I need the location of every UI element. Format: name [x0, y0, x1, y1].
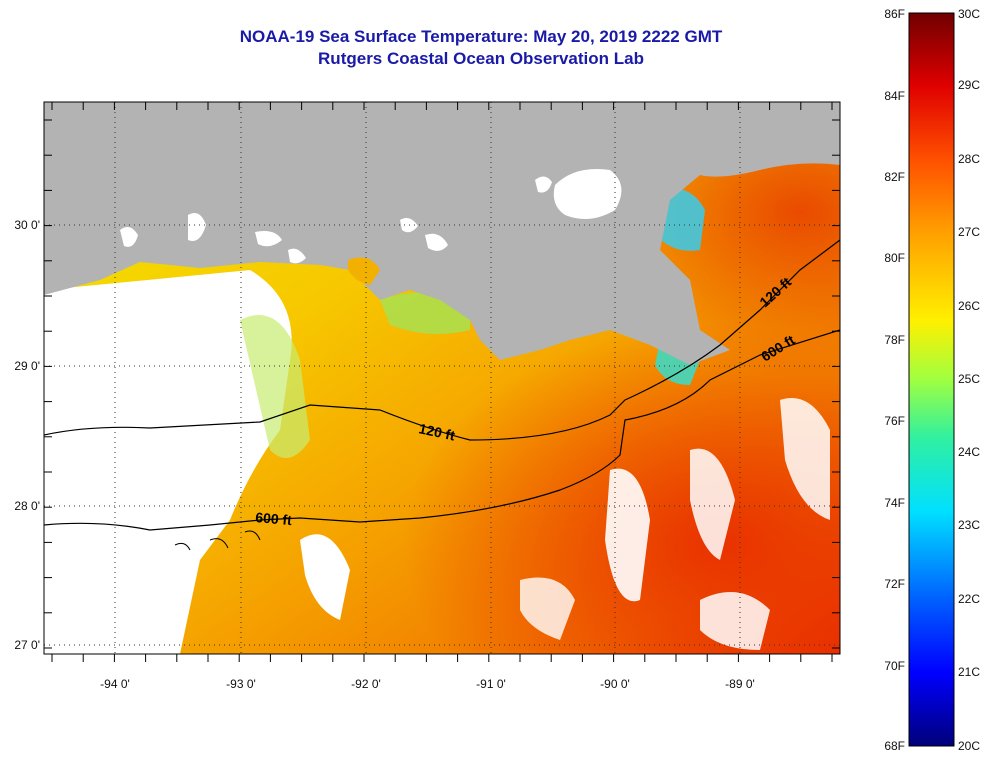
x-tick-label: -93 0' [226, 677, 256, 691]
celsius-label: 22C [958, 592, 980, 606]
celsius-label: 27C [958, 225, 980, 239]
contour-label-600ft-west: 600 ft [255, 509, 293, 528]
celsius-label: 28C [958, 152, 980, 166]
x-tick-label: -91 0' [476, 677, 506, 691]
x-tick-label: -92 0' [351, 677, 381, 691]
cloud-cover [300, 534, 350, 620]
fahrenheit-label: 68F [884, 739, 905, 753]
y-tick-label: 29 0' [14, 359, 40, 373]
cloud-cover [780, 398, 830, 520]
map-frame [43, 101, 841, 655]
celsius-label: 21C [958, 665, 980, 679]
map-title: NOAA-19 Sea Surface Temperature: May 20,… [0, 26, 992, 70]
x-tick-label: -90 0' [600, 677, 630, 691]
fahrenheit-label: 86F [884, 7, 905, 21]
celsius-label: 20C [958, 739, 980, 753]
axis-ticks [44, 102, 840, 662]
cloud-over-land [288, 248, 306, 264]
celsius-label: 23C [958, 518, 980, 532]
celsius-label: 30C [958, 7, 980, 21]
title-line-1: NOAA-19 Sea Surface Temperature: May 20,… [239, 27, 723, 46]
y-tick-label: 30 0' [14, 218, 40, 232]
cloud-over-land [255, 231, 282, 247]
fahrenheit-label: 84F [884, 89, 905, 103]
cloud-cover [690, 448, 735, 560]
y-tick-label: 27 0' [14, 638, 40, 652]
contour-fragments [174, 530, 261, 551]
temperature-colorbar [908, 12, 955, 747]
colorbar-fahrenheit-labels: 86F 84F 82F 80F 78F 76F 74F 72F 70F 68F [884, 7, 905, 753]
cloud-cover [520, 577, 575, 640]
x-axis-labels: -94 0' -93 0' -92 0' -91 0' -90 0' -89 0… [100, 677, 755, 691]
fahrenheit-label: 78F [884, 333, 905, 347]
contour-600ft [44, 329, 840, 531]
colorbar-celsius-labels: 30C 29C 28C 27C 26C 25C 24C 23C 22C 21C … [958, 7, 980, 753]
graticule [44, 102, 840, 654]
celsius-label: 24C [958, 445, 980, 459]
celsius-label: 26C [958, 299, 980, 313]
fahrenheit-label: 72F [884, 577, 905, 591]
contour-label-120ft-south: 120 ft [417, 420, 456, 443]
contour-120ft [44, 239, 840, 441]
title-line-2: Rutgers Coastal Ocean Observation Lab [318, 49, 644, 68]
fahrenheit-label: 82F [884, 170, 905, 184]
y-axis-labels: 30 0' 29 0' 28 0' 27 0' [14, 218, 40, 652]
x-tick-label: -89 0' [725, 677, 755, 691]
cloud-over-land [120, 226, 138, 247]
celsius-label: 29C [958, 78, 980, 92]
fahrenheit-label: 70F [884, 659, 905, 673]
x-tick-label: -94 0' [100, 677, 130, 691]
cloud-over-land [188, 212, 206, 241]
warm-lake-patch [348, 257, 380, 285]
fahrenheit-label: 74F [884, 496, 905, 510]
fahrenheit-label: 76F [884, 414, 905, 428]
y-tick-label: 28 0' [14, 499, 40, 513]
cloud-cover [605, 468, 650, 602]
lake-pontchartrain [553, 169, 622, 219]
cloud-cover [700, 592, 770, 650]
fahrenheit-label: 80F [884, 251, 905, 265]
cloud-over-land [425, 233, 448, 251]
land-louisiana-coast [44, 102, 840, 365]
map-plot-area: 120 ft 600 ft 120 ft 600 ft [44, 102, 840, 654]
cloud-over-land [535, 176, 552, 193]
cool-water-patch [240, 315, 310, 458]
celsius-label: 25C [958, 372, 980, 386]
